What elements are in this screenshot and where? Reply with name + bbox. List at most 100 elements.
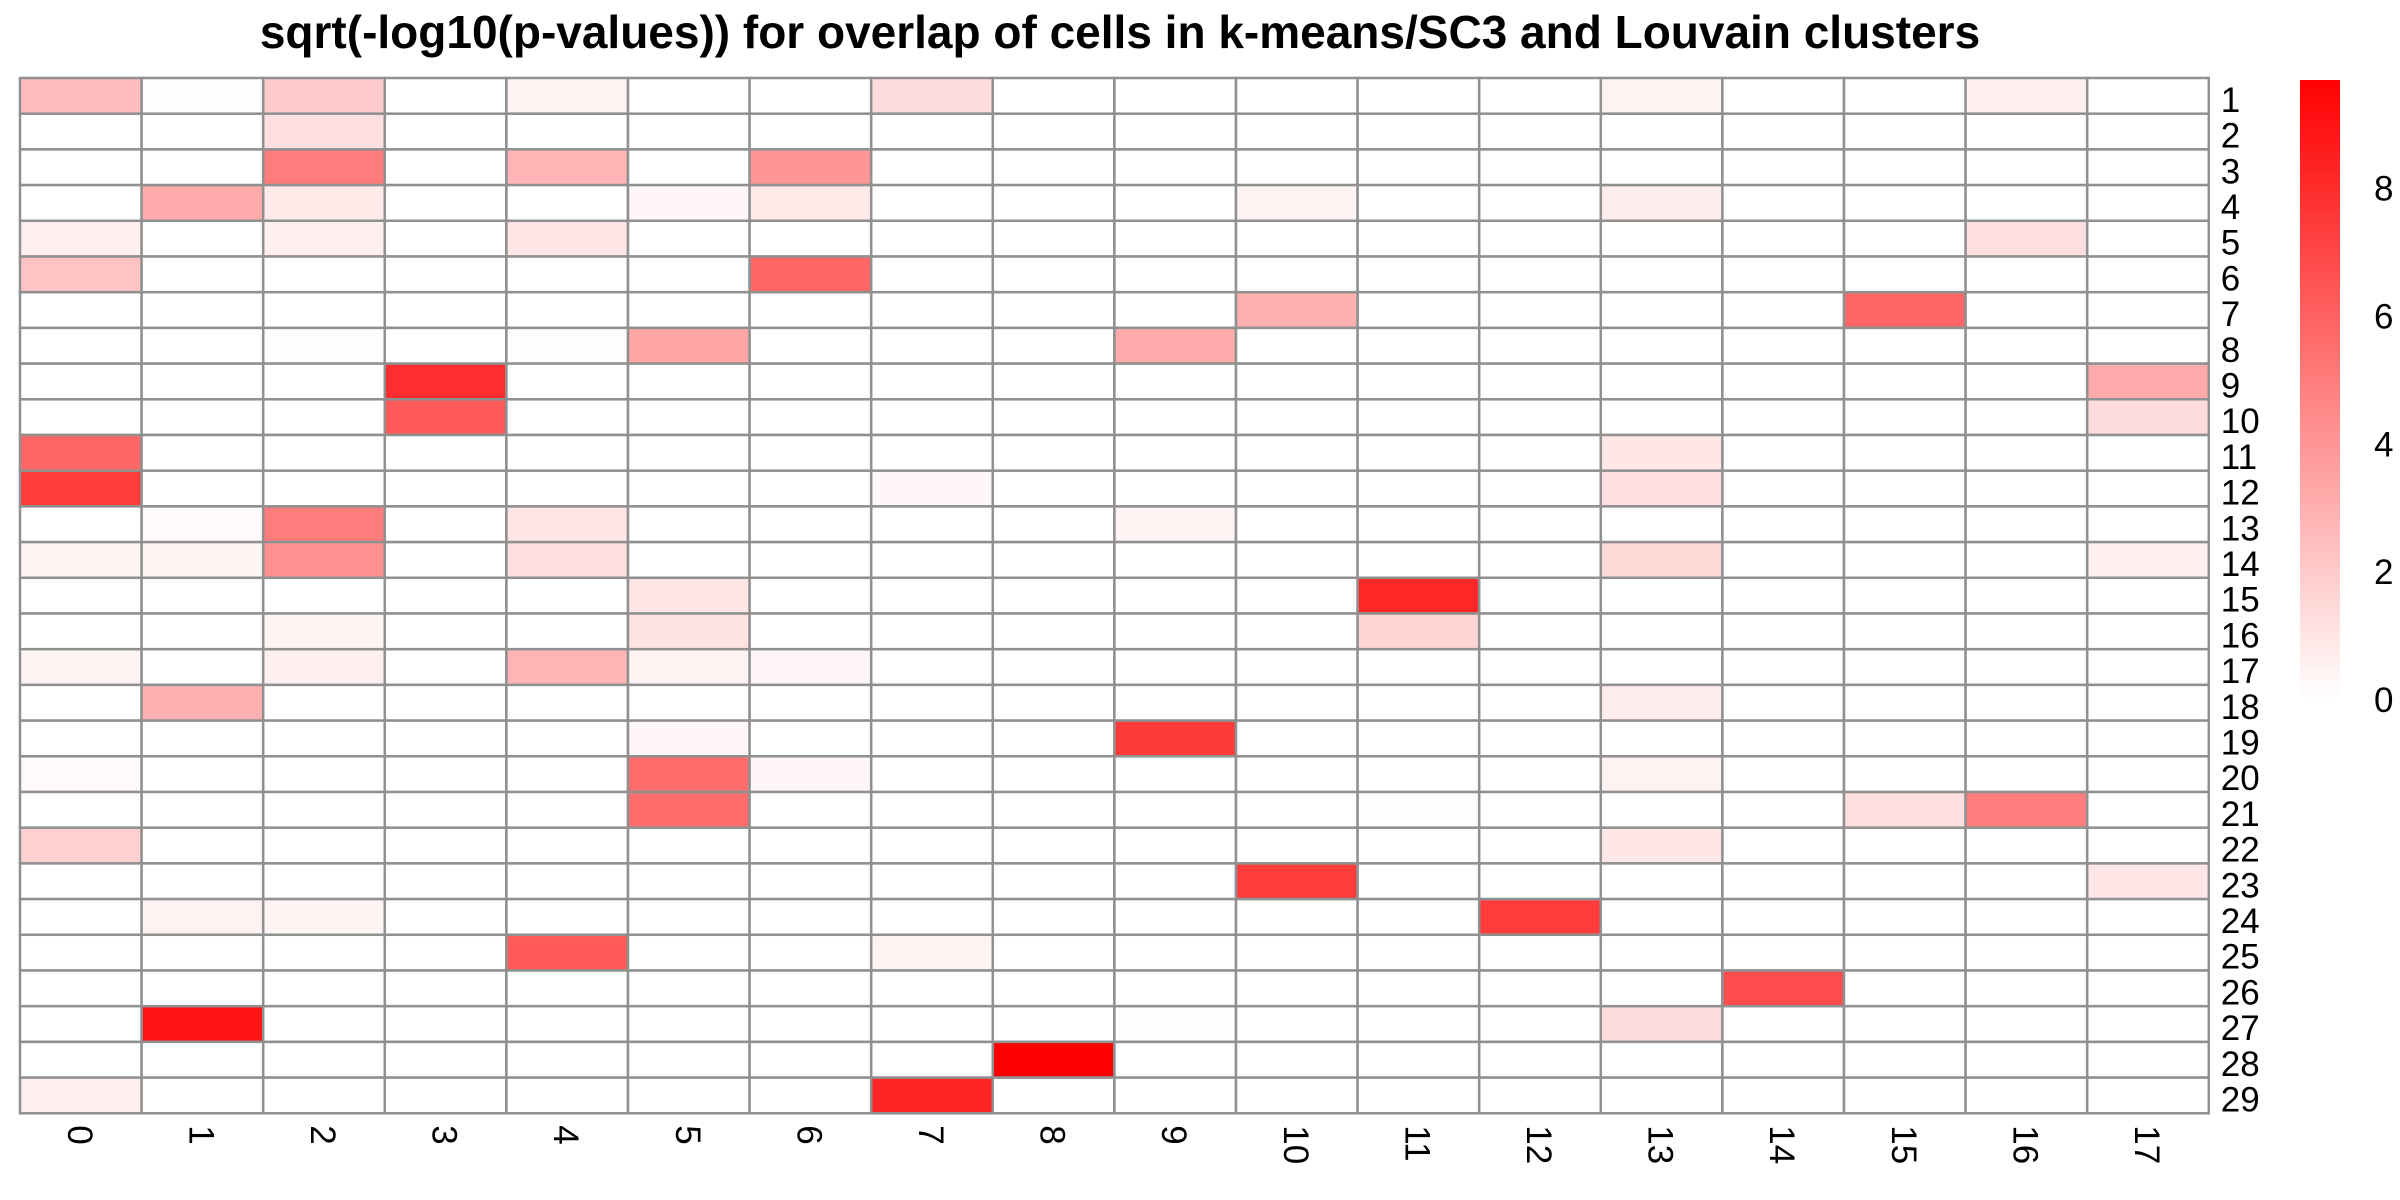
heatmap-cell [991,612,1116,651]
heatmap-cell [2085,1076,2211,1115]
heatmap-cell [748,576,873,615]
heatmap-cell [2085,255,2211,294]
heatmap-cell [383,576,508,615]
heatmap-cell [1477,362,1603,401]
row-tick-label: 9 [2221,366,2240,405]
heatmap-cell [140,76,265,115]
heatmap-cell [505,469,630,508]
heatmap-cell [991,897,1116,937]
heatmap-cell [1234,862,1359,901]
heatmap-cell [1842,290,1967,330]
heatmap-cell [18,219,143,258]
heatmap-cell [1356,76,1481,115]
heatmap-cell [140,897,265,937]
heatmap-cell [1356,790,1481,829]
heatmap-cell [869,398,995,437]
heatmap-cell [1599,1040,1724,1079]
row-tick-label: 18 [2221,688,2260,727]
heatmap-cell [1113,647,1238,687]
heatmap-cell [869,647,995,687]
heatmap-cell [1842,897,1967,937]
heatmap-cell [626,969,751,1008]
heatmap-cell [140,933,265,972]
heatmap-cell [2085,112,2211,151]
heatmap-cell [1842,1076,1967,1115]
heatmap-cell [1964,826,2089,865]
heatmap-cell [18,1004,143,1044]
heatmap-cell [18,290,143,330]
heatmap-cell [1964,719,2089,758]
heatmap-cell [991,683,1116,722]
heatmap-cell [383,398,508,437]
heatmap-cell [1113,362,1238,401]
heatmap-cell [1477,647,1603,687]
heatmap-cell [991,719,1116,758]
heatmap-cell [2085,576,2211,615]
heatmap-cell [1356,1040,1481,1079]
legend-tick-label: 0 [2374,681,2393,720]
heatmap-cell [748,505,873,544]
heatmap-cell [991,969,1116,1008]
heatmap-cell [383,433,508,472]
heatmap-cell [869,540,995,580]
heatmap-cell [18,683,143,722]
heatmap-cell [748,255,873,294]
heatmap-cell [383,683,508,722]
heatmap-cell [869,933,995,972]
heatmap-cell [1721,1076,1846,1115]
heatmap-cell [2085,1004,2211,1044]
heatmap-cell [991,469,1116,508]
heatmap-cell [2085,469,2211,508]
heatmap-cell [18,183,143,223]
heatmap-cell [505,183,630,223]
heatmap-cell [1477,290,1603,330]
heatmap-cell [1234,112,1359,151]
heatmap-cell [2085,148,2211,187]
row-tick-label: 26 [2221,973,2260,1012]
heatmap-cell [1356,647,1481,687]
heatmap-cell [1113,862,1238,901]
heatmap-cell [505,933,630,972]
heatmap-cell [626,505,751,544]
heatmap-cell [1599,1076,1724,1115]
heatmap-cell [748,719,873,758]
heatmap-cell [140,183,265,223]
heatmap-cell [261,290,387,330]
heatmap-cell [261,1040,387,1079]
heatmap-cell [1599,398,1724,437]
heatmap-cell [1234,540,1359,580]
heatmap-cell [1113,1076,1238,1115]
heatmap-cell [2085,612,2211,651]
row-tick-label: 2 [2221,117,2240,156]
heatmap-cell [1599,790,1724,829]
heatmap-cell [1721,255,1846,294]
row-tick-label: 3 [2221,152,2240,191]
heatmap-cell [869,576,995,615]
heatmap-cell [261,897,387,937]
heatmap-cell [505,505,630,544]
heatmap-cell [626,76,751,115]
heatmap-cell [1234,398,1359,437]
heatmap-cell [18,398,143,437]
heatmap-cell [1599,148,1724,187]
heatmap-cell [383,290,508,330]
heatmap-cell [18,647,143,687]
heatmap-cell [1599,969,1724,1008]
heatmap-cell [1234,933,1359,972]
heatmap-cell [261,148,387,187]
heatmap-cell [1113,433,1238,472]
heatmap-cell [1477,683,1603,722]
row-tick-label: 12 [2221,474,2260,513]
heatmap-cell [261,398,387,437]
heatmap-cell [1356,112,1481,151]
heatmap-cell [261,433,387,472]
heatmap-cell [1842,826,1967,865]
heatmap-cell [1356,755,1481,794]
heatmap-cell [1113,933,1238,972]
heatmap-cell [1964,112,2089,151]
heatmap-cell [626,576,751,615]
heatmap-cell [1721,683,1846,722]
heatmap-cell [626,862,751,901]
heatmap-cell [1234,362,1359,401]
heatmap-cell [1964,398,2089,437]
